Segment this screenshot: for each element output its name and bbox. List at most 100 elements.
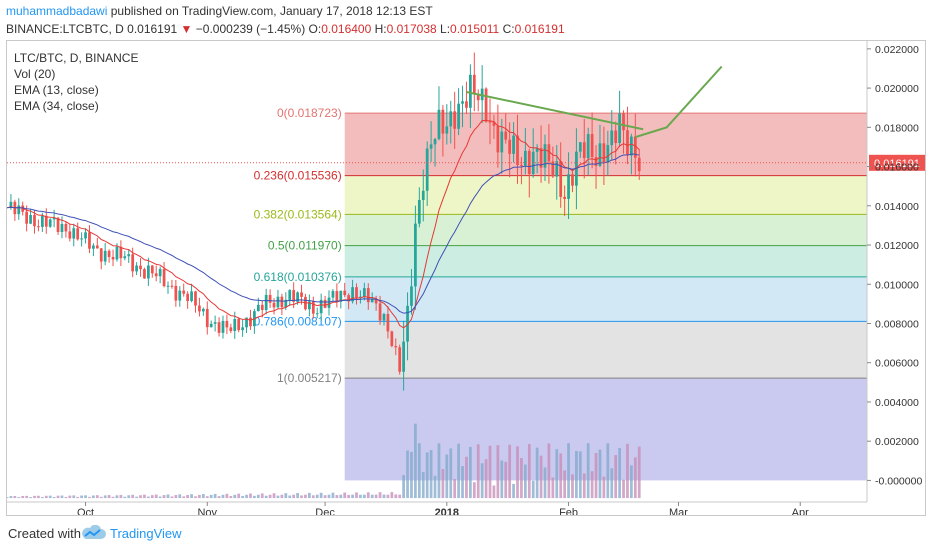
volume-bar (410, 451, 413, 499)
volume-bar (111, 496, 115, 499)
volume-bar (500, 460, 504, 499)
resistance-trendline (466, 91, 644, 131)
candle-body (335, 291, 339, 302)
price-change: −0.000239 (−1.45%) (195, 22, 306, 36)
candle-body (76, 228, 80, 240)
volume-bar (268, 494, 272, 499)
volume-bar (406, 450, 409, 499)
candle-body (174, 285, 178, 301)
down-arrow-icon: ▼ (180, 22, 193, 36)
candle-body (472, 74, 476, 95)
legend-ema34[interactable]: EMA (34, close) (14, 99, 99, 113)
x-tick-label: Oct (77, 507, 94, 516)
candle-body (465, 101, 468, 108)
tradingview-cloud-icon (82, 525, 106, 539)
candle-body (582, 142, 586, 159)
volume-bar (626, 443, 629, 499)
volume-bar (40, 497, 44, 499)
candle-body (154, 273, 158, 277)
candle-body (319, 299, 323, 314)
candle-body (622, 113, 625, 131)
volume-bar (417, 443, 421, 499)
candle-body (25, 211, 29, 224)
candle-body (421, 190, 425, 200)
fib-level-label: 1(0.005217) (277, 371, 342, 385)
volume-bar (472, 482, 476, 499)
volume-bar (7, 497, 9, 499)
candle-body (630, 136, 633, 156)
candle-body (300, 292, 303, 297)
volume-bar (374, 494, 378, 499)
candle-body (241, 327, 244, 331)
candle-body (276, 296, 280, 308)
fib-zone (344, 378, 867, 481)
volume-bar (492, 485, 496, 499)
tradingview-brand-link[interactable]: TradingView (110, 526, 182, 541)
chart-frame[interactable]: 0(0.018723) 0.236(0.015536) 0.382(0.013564… (6, 40, 926, 516)
candle-body (590, 134, 594, 158)
volume-bar (296, 493, 299, 499)
candle-body (280, 296, 284, 308)
candle-body (198, 305, 201, 312)
candle-body (626, 130, 629, 156)
volume-bar (139, 495, 142, 499)
volume-bar (127, 495, 131, 499)
volume-bar (44, 495, 48, 499)
volume-bar (143, 494, 146, 499)
candle-body (531, 151, 535, 175)
volume-bar (107, 495, 111, 499)
volume-bar (339, 494, 343, 499)
volume-bar (245, 494, 248, 499)
candle-body (139, 265, 142, 270)
volume-bar (347, 494, 351, 499)
volume-bar (37, 495, 40, 499)
candle-body (111, 256, 115, 260)
ohlc-open: O:0.016400 (308, 22, 372, 36)
y-tick-label: 0.010000 (875, 279, 919, 291)
volume-bar (567, 443, 570, 499)
candle-body (194, 291, 197, 306)
candle-body (571, 174, 574, 186)
candle-body (523, 150, 527, 166)
volume-bar (575, 450, 578, 499)
x-tick-label: Dec (315, 507, 335, 516)
candle-body (606, 145, 610, 163)
y-tick-label: 0.002000 (875, 436, 919, 448)
candle-body (445, 126, 449, 134)
x-tick-label: 2018 (435, 507, 459, 516)
volume-bar (88, 496, 91, 499)
candle-body (205, 308, 209, 328)
price-chart[interactable]: 0(0.018723) 0.236(0.015536) 0.382(0.013564… (7, 41, 926, 516)
volume-bar (84, 495, 87, 499)
ema34-line (7, 153, 640, 314)
volume-bar (386, 494, 390, 499)
x-tick-label: Mar (669, 507, 688, 516)
candle-body (461, 101, 464, 104)
volume-bar (335, 495, 339, 499)
author-link[interactable]: muhammadbadawi (6, 4, 108, 18)
candle-body (84, 232, 87, 239)
volume-bar (382, 494, 386, 499)
volume-bar (523, 464, 527, 499)
candle-body (268, 294, 272, 303)
volume-bar (359, 494, 362, 499)
candle-body (327, 297, 331, 308)
legend-volume[interactable]: Vol (20) (14, 67, 56, 81)
volume-bar (205, 496, 209, 499)
candle-body (457, 103, 460, 129)
candle-body (602, 143, 606, 163)
volume-bar (9, 496, 13, 499)
volume-bar (370, 494, 374, 499)
candle-body (292, 290, 296, 302)
volume-bar (637, 446, 641, 499)
candle-body (33, 214, 36, 227)
candle-body (433, 139, 437, 145)
candle-body (233, 319, 237, 332)
candle-body (182, 290, 186, 294)
legend-symbol[interactable]: LTC/BTC, D, BINANCE (14, 51, 139, 65)
volume-bar (457, 443, 460, 499)
legend-ema13[interactable]: EMA (13, close) (14, 83, 99, 97)
candle-body (60, 223, 64, 232)
candle-body (394, 346, 398, 348)
volume-bar (60, 495, 64, 499)
